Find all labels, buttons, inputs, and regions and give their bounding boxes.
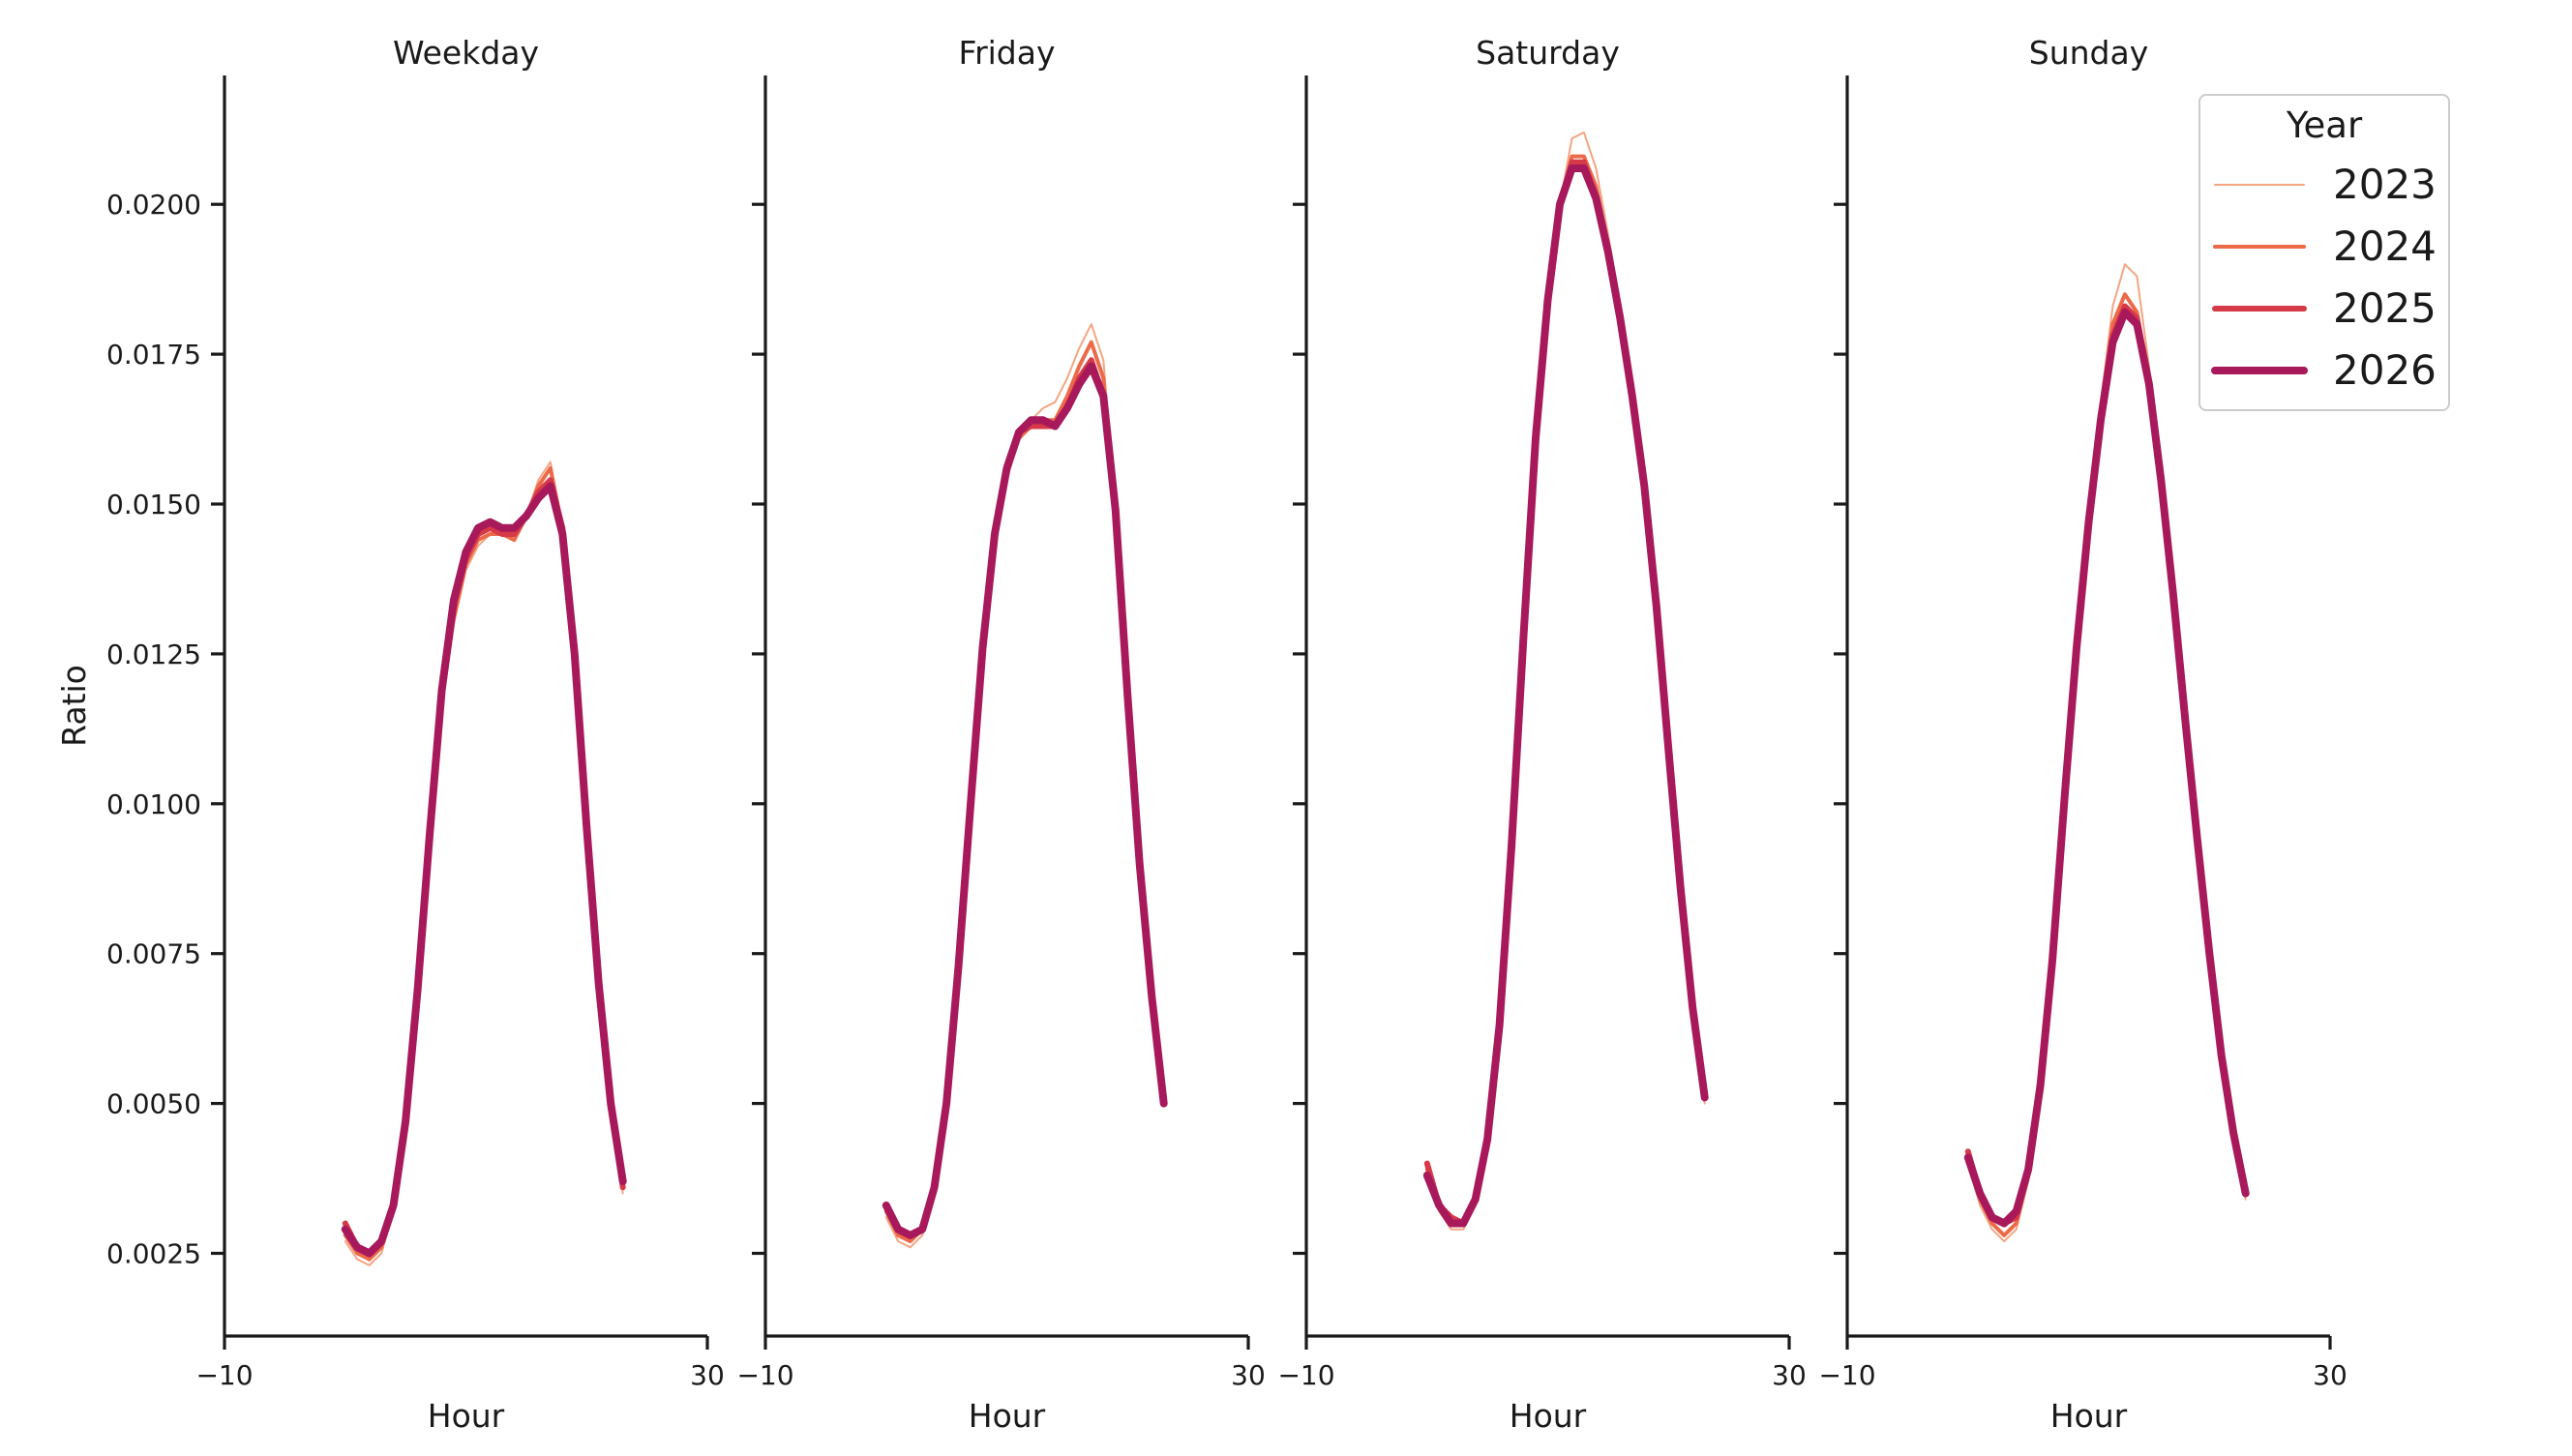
- series-line-friday-2023: [884, 323, 1165, 1249]
- y-tick-label: 0.0075: [106, 938, 201, 970]
- y-tick-label: 0.0175: [106, 339, 201, 371]
- y-tick-label: 0.0025: [106, 1237, 201, 1269]
- x-tick-label-friday: −10: [736, 1359, 793, 1391]
- legend-label-2023: 2023: [2333, 161, 2437, 208]
- legend-title: Year: [2286, 104, 2363, 146]
- panel-title-sunday: Sunday: [2029, 34, 2148, 72]
- panel-title-saturday: Saturday: [1476, 34, 1620, 72]
- y-tick-label: 0.0200: [106, 189, 201, 221]
- x-tick-label-weekday: 30: [690, 1359, 725, 1391]
- panel-title-friday: Friday: [958, 34, 1055, 72]
- x-tick-label-saturday: −10: [1277, 1359, 1334, 1391]
- series-line-sunday-2026: [1963, 308, 2250, 1228]
- y-tick-label: 0.0150: [106, 489, 201, 520]
- series-line-weekday-2024: [343, 465, 625, 1262]
- x-axis-label-weekday: Hour: [428, 1397, 505, 1435]
- series-line-weekday-2023: [344, 461, 624, 1266]
- series-line-friday-2024: [883, 340, 1166, 1244]
- x-tick-label-weekday: −10: [195, 1359, 253, 1391]
- series-line-sunday-2025: [1964, 303, 2249, 1227]
- x-tick-label-sunday: 30: [2313, 1359, 2348, 1391]
- series-line-saturday-2026: [1422, 164, 1709, 1228]
- x-axis-label-sunday: Hour: [2050, 1397, 2128, 1435]
- series-line-weekday-2025: [342, 477, 626, 1257]
- x-axis-label-friday: Hour: [969, 1397, 1046, 1435]
- series-line-sunday-2023: [1966, 263, 2247, 1243]
- x-tick-label-saturday: 30: [1772, 1359, 1807, 1391]
- series-line-friday-2026: [882, 362, 1168, 1239]
- y-tick-label: 0.0050: [106, 1088, 201, 1120]
- x-tick-label-sunday: −10: [1818, 1359, 1875, 1391]
- legend-label-2026: 2026: [2333, 346, 2437, 394]
- series-line-sunday-2024: [1965, 292, 2248, 1237]
- x-tick-label-friday: 30: [1231, 1359, 1266, 1391]
- y-tick-label: 0.0125: [106, 639, 201, 670]
- series-line-friday-2025: [882, 357, 1167, 1238]
- legend-label-2024: 2024: [2333, 223, 2437, 270]
- x-axis-label-saturday: Hour: [1510, 1397, 1587, 1435]
- series-line-weekday-2026: [341, 482, 627, 1258]
- y-axis-label: Ratio: [55, 665, 93, 747]
- panel-title-weekday: Weekday: [393, 34, 539, 72]
- legend-box: [2198, 94, 2450, 411]
- legend-label-2025: 2025: [2333, 284, 2437, 332]
- y-tick-label: 0.0100: [106, 788, 201, 820]
